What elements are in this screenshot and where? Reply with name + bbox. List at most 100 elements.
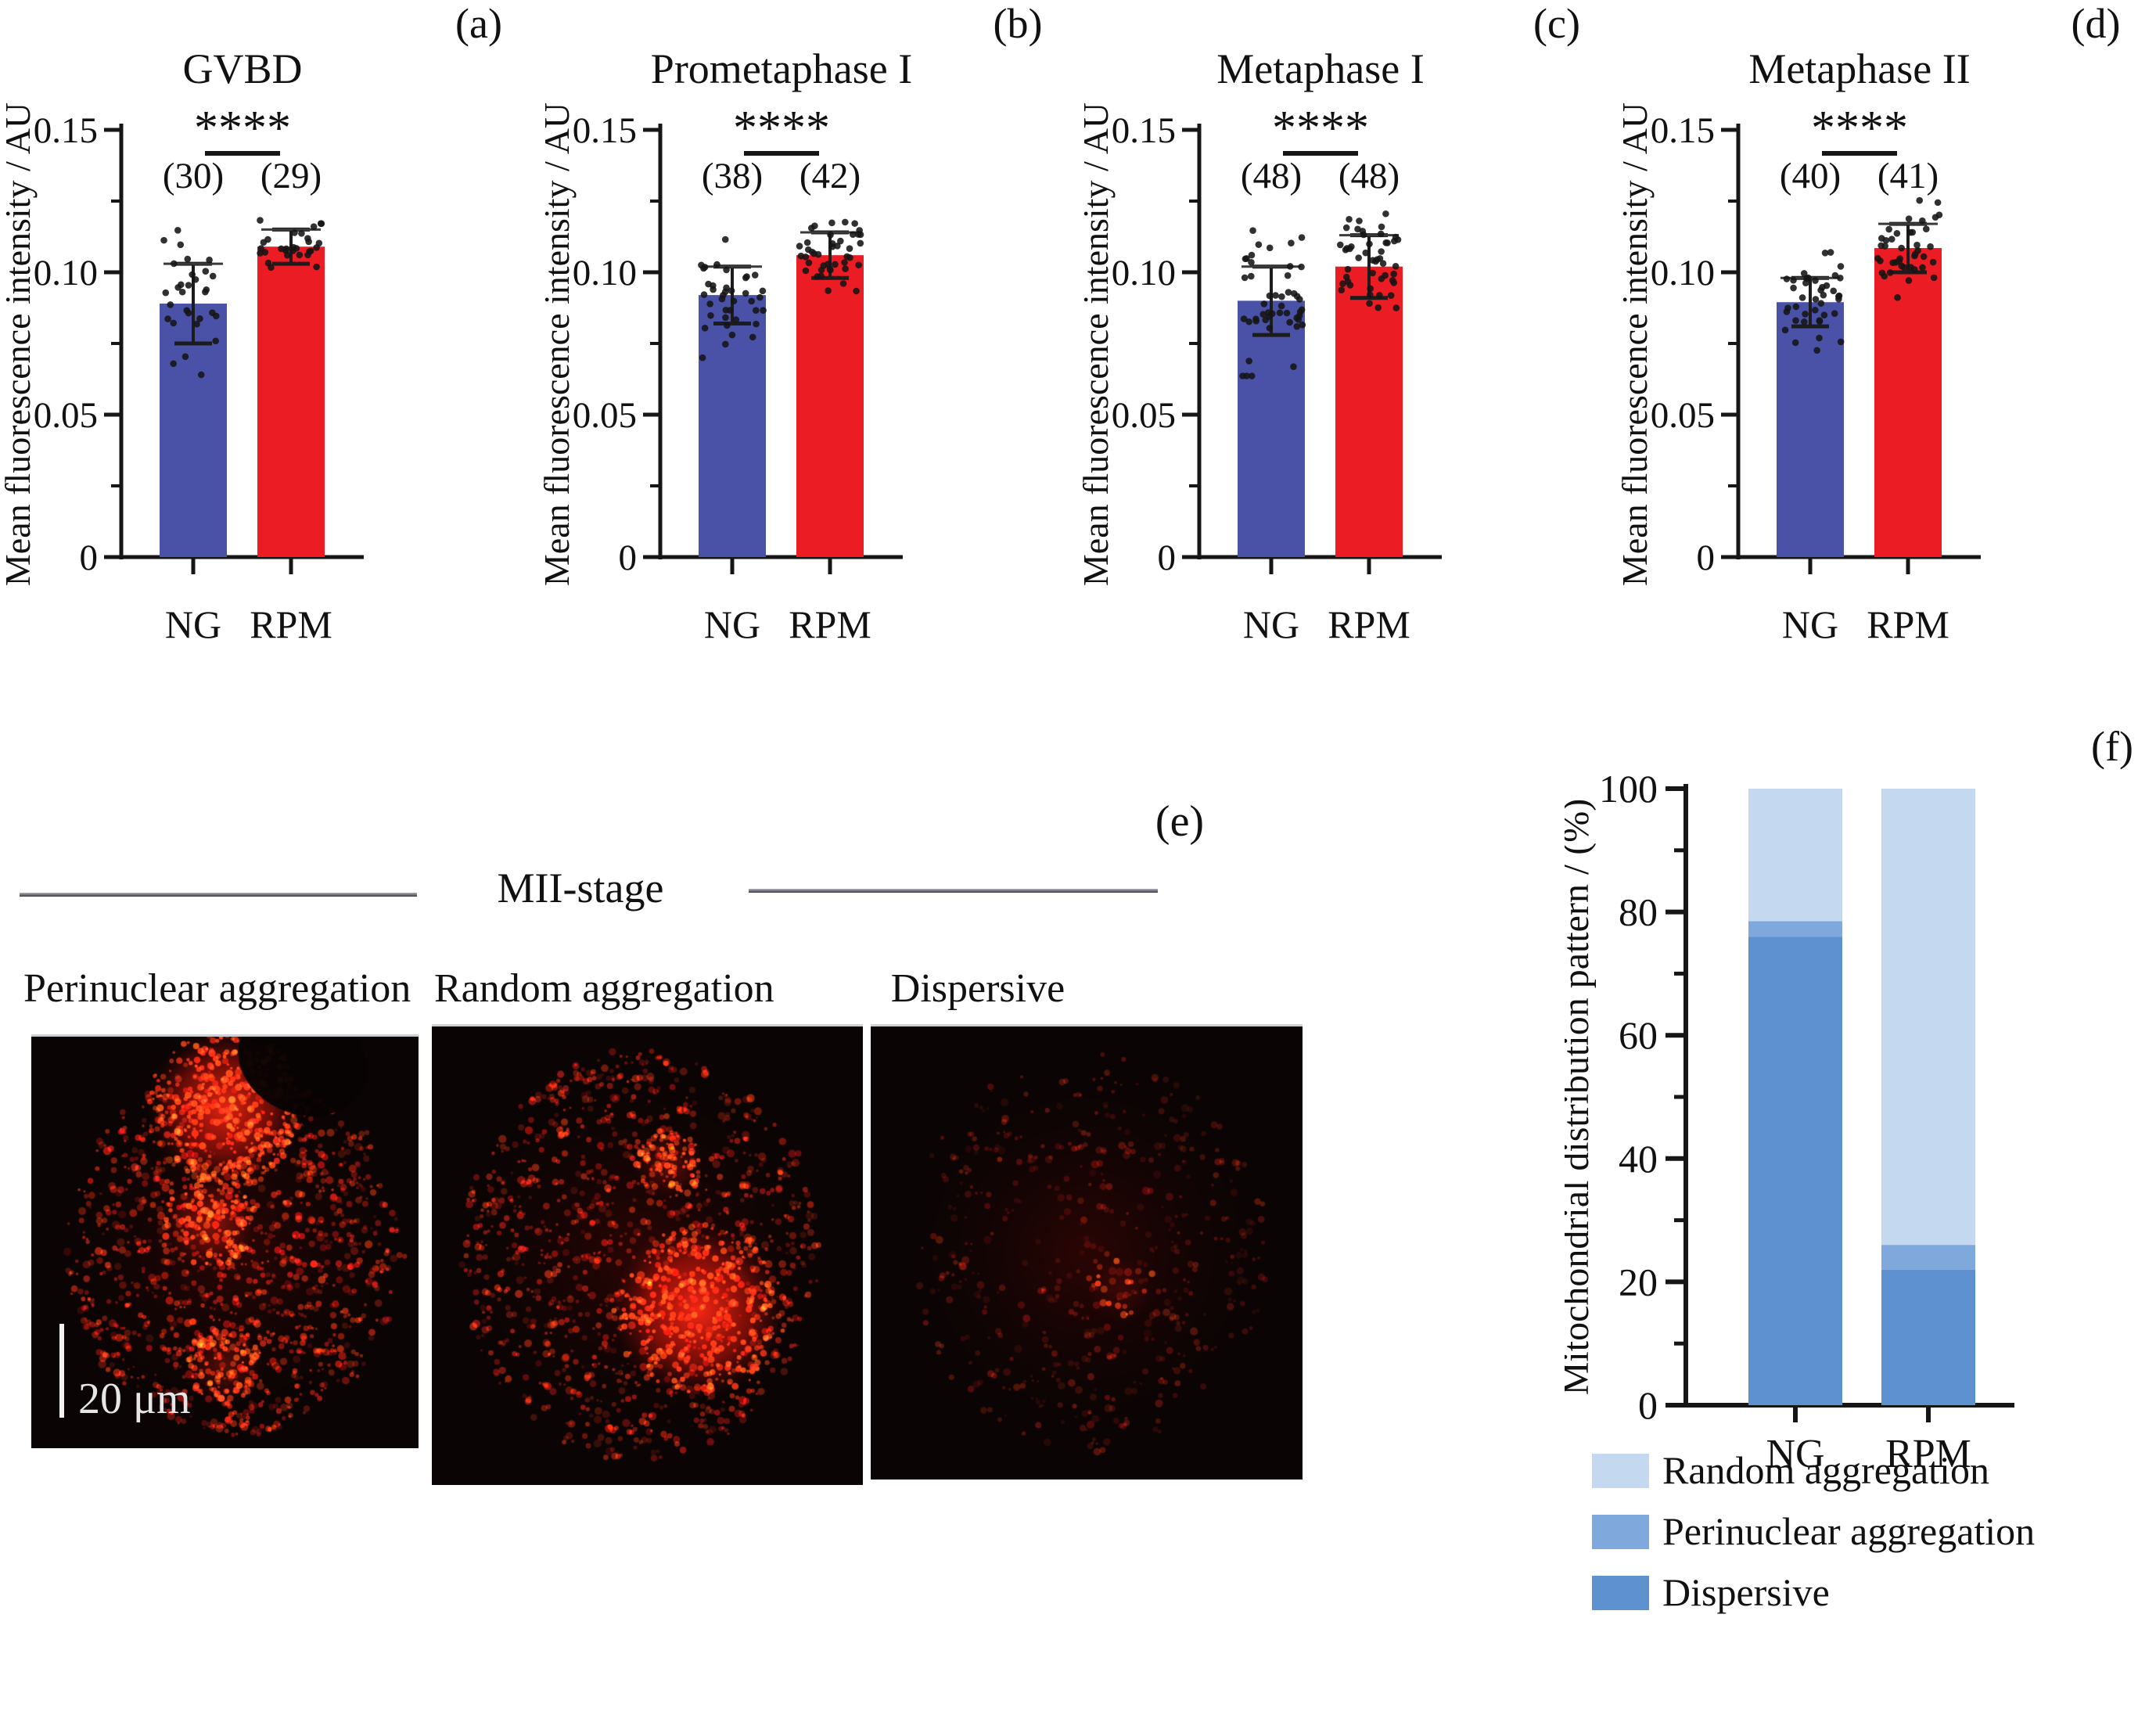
data-point xyxy=(1905,277,1913,284)
data-point xyxy=(1882,236,1890,244)
y-tick-label: 0.15 xyxy=(573,110,637,151)
data-point xyxy=(1389,277,1396,284)
panel-c-metaphase-1: (c) Metaphase I Mean fluorescence intensit… xyxy=(1076,0,1617,704)
data-point xyxy=(1245,318,1252,325)
data-point xyxy=(759,287,767,295)
micrograph-random-aggregation xyxy=(432,1024,863,1485)
data-point xyxy=(296,251,304,259)
data-point xyxy=(1276,309,1284,317)
data-point xyxy=(1894,294,1901,301)
segment-dispersive-RPM xyxy=(1881,1269,1975,1405)
segment-random-aggregation-RPM xyxy=(1881,789,1975,1246)
caption-dispersive: Dispersive xyxy=(890,966,1065,1011)
data-point xyxy=(1790,276,1797,284)
stacked-bar-chart: (f) Mitochondrial distribution pattern / … xyxy=(1555,723,2133,1614)
sample-size-label: (29) xyxy=(261,156,322,196)
data-point xyxy=(1372,257,1379,265)
data-point xyxy=(1298,263,1305,271)
data-point xyxy=(828,219,835,227)
data-point xyxy=(1299,321,1306,329)
header-rule-right xyxy=(749,889,1158,893)
data-point xyxy=(1827,249,1834,256)
data-point xyxy=(1367,285,1374,293)
data-point xyxy=(1278,293,1285,300)
data-point xyxy=(857,231,864,239)
data-point xyxy=(699,354,706,361)
data-point xyxy=(1369,269,1376,277)
data-point xyxy=(1378,223,1385,231)
panel-label: (b) xyxy=(994,0,1043,47)
data-point xyxy=(1893,230,1901,237)
data-point xyxy=(1286,263,1294,270)
data-point xyxy=(264,236,271,243)
chart-title: Metaphase I xyxy=(1216,45,1424,92)
y-tick-label: 0.05 xyxy=(1112,395,1176,436)
data-point xyxy=(728,287,735,294)
data-point xyxy=(196,315,203,322)
sample-size-label: (42) xyxy=(800,156,861,196)
segment-perinuclear-aggregation-RPM xyxy=(1881,1245,1975,1270)
legend-label: Random aggregation xyxy=(1662,1448,1989,1492)
data-point xyxy=(1362,249,1370,257)
data-point xyxy=(1360,231,1367,239)
data-point xyxy=(752,307,760,314)
data-point xyxy=(1800,270,1808,277)
sample-size-label: (41) xyxy=(1878,156,1939,196)
data-point xyxy=(1830,287,1837,295)
data-point xyxy=(203,286,210,293)
data-point xyxy=(1909,228,1917,236)
data-point xyxy=(721,236,729,243)
data-point xyxy=(722,340,729,348)
data-point xyxy=(1934,199,1942,207)
data-point xyxy=(1374,304,1382,311)
data-point xyxy=(1293,323,1301,330)
data-point xyxy=(1249,227,1256,235)
data-point xyxy=(843,253,850,261)
data-point xyxy=(318,220,325,228)
data-point xyxy=(1831,271,1839,279)
data-point xyxy=(1817,300,1825,307)
data-point xyxy=(1338,286,1346,293)
data-point xyxy=(827,266,834,274)
data-point xyxy=(1888,236,1895,243)
y-tick-label: 0.05 xyxy=(573,395,637,436)
data-point xyxy=(748,297,755,305)
data-point xyxy=(1377,230,1385,238)
y-tick-label: 0.10 xyxy=(1651,253,1715,293)
data-point xyxy=(1248,372,1256,379)
legend-swatch-perinuclear-aggregation xyxy=(1592,1515,1649,1549)
data-point xyxy=(1831,310,1838,317)
legend-label: Dispersive xyxy=(1662,1570,1830,1614)
y-tick-label: 0.15 xyxy=(1651,110,1715,151)
scatter-dots-RPM xyxy=(796,218,864,295)
data-point xyxy=(1379,260,1387,268)
chart-title: GVBD xyxy=(182,45,302,92)
data-point xyxy=(310,223,318,230)
sample-size-label: (48) xyxy=(1339,156,1400,196)
data-point xyxy=(849,231,857,238)
data-point xyxy=(827,231,834,239)
data-point xyxy=(1367,291,1374,299)
data-point xyxy=(839,280,847,287)
bar-chart-Metaphase II: (d) Metaphase II Mean fluorescence intensi… xyxy=(1615,0,2120,646)
data-point xyxy=(212,337,219,345)
data-point xyxy=(1390,270,1398,278)
y-axis-title: Mean fluorescence intensity / AU xyxy=(539,102,577,586)
panel-a-gvbd: (a) GVBD Mean fluorescence intensity / AU 0… xyxy=(0,0,539,704)
data-point xyxy=(707,311,714,319)
data-point xyxy=(1820,311,1828,319)
data-point xyxy=(1920,253,1928,261)
data-point xyxy=(1802,311,1809,318)
data-point xyxy=(185,282,192,289)
data-point xyxy=(853,287,860,295)
data-point xyxy=(1277,302,1285,310)
y-axis-title: Mitochondrial distribution pattern / (%) xyxy=(1565,799,1597,1396)
data-point xyxy=(183,307,191,315)
data-point xyxy=(805,259,813,267)
data-point xyxy=(728,331,736,339)
scale-bar-label: 20 μm xyxy=(78,1375,191,1423)
bar-NG xyxy=(160,304,227,557)
data-point xyxy=(1354,225,1361,233)
data-point xyxy=(825,287,832,294)
